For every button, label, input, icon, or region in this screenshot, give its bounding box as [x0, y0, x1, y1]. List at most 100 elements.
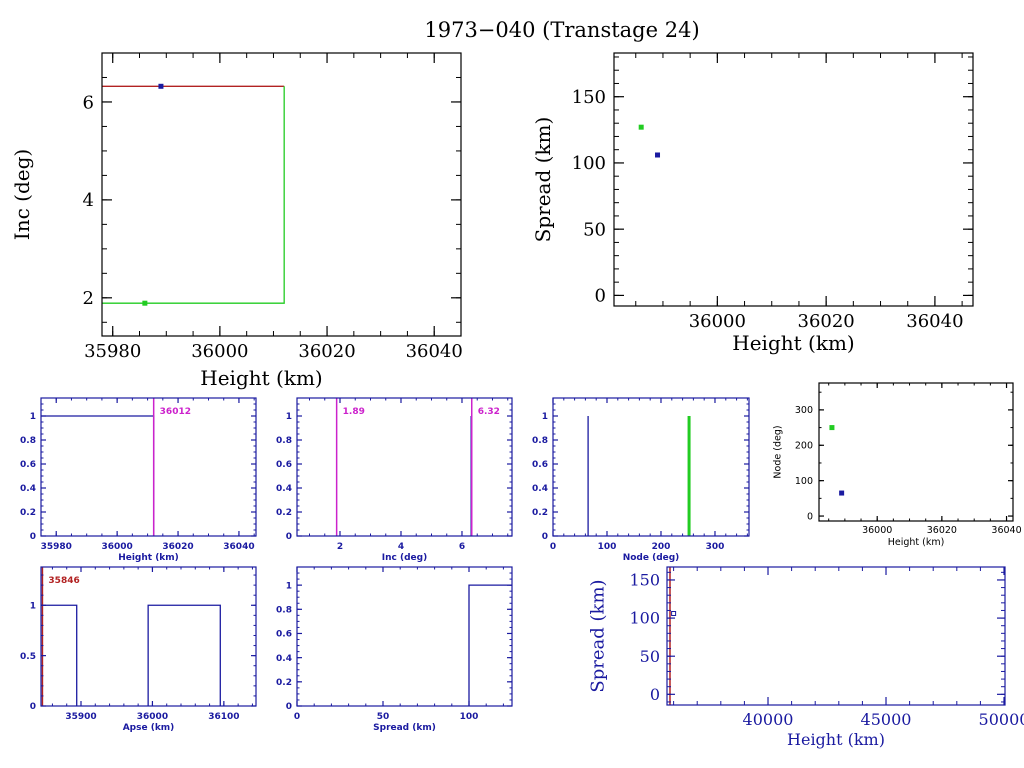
y-tick-label: 0 [807, 511, 813, 522]
y-tick-label: 200 [795, 441, 813, 452]
y-tick-label: 0.6 [20, 460, 36, 470]
x-tick-label: 36020 [298, 341, 355, 362]
y-tick-label: 0 [286, 702, 292, 712]
y-axis-label: Spread (km) [587, 579, 608, 692]
data-point [655, 152, 661, 158]
y-tick-label: 0.8 [276, 436, 292, 446]
x-tick-label: 0 [550, 542, 556, 552]
x-tick-label: 36000 [689, 311, 746, 332]
plot-frame [40, 397, 257, 537]
data-point [638, 124, 644, 130]
x-axis-label: Height (km) [787, 730, 885, 749]
marker-line-label: 35846 [48, 576, 79, 586]
x-tick-label: 36040 [223, 542, 254, 552]
y-tick-label: 0 [595, 286, 606, 307]
x-tick-label: 200 [652, 542, 671, 552]
y-tick-label: 0.8 [276, 605, 292, 615]
y-tick-label: 0 [286, 532, 292, 542]
figure-title: 1973−040 (Transtage 24) [424, 18, 699, 42]
y-tick-label: 100 [795, 476, 813, 487]
plot-7: 35846 35900 36000 36100 0 0.5 1 Apse (km) [20, 566, 257, 733]
x-axis-label: Height (km) [888, 537, 945, 548]
series-line [41, 415, 155, 536]
x-tick-label: 35980 [41, 542, 72, 552]
y-tick-label: 1 [30, 601, 36, 611]
data-point [142, 300, 148, 306]
data-point [671, 611, 677, 617]
y-tick-label: 150 [629, 571, 660, 590]
plot-4: 1.89 6.32 2 4 6 0 0.2 0.4 0.6 0.8 1 Inc (deg) [276, 397, 513, 563]
y-tick-label: 0.4 [276, 654, 292, 664]
plot-8: 0 50 100 0 0.2 0.4 0.6 0.8 1 Spread (km) [276, 566, 513, 733]
x-tick-label: 0 [294, 712, 300, 722]
y-tick-label: 50 [583, 219, 606, 240]
y-tick-label: 4 [83, 190, 94, 211]
x-axis-label: Height (km) [118, 553, 179, 563]
plot-frame [296, 566, 513, 707]
y-tick-label: 1 [542, 412, 548, 422]
y-tick-label: 6 [83, 92, 94, 113]
y-tick-label: 1 [286, 412, 292, 422]
marker-line-label: 36012 [160, 407, 191, 417]
data-point [158, 83, 164, 89]
x-tick-label: 36020 [927, 525, 957, 536]
y-tick-label: 0 [650, 685, 660, 704]
x-tick-label: 100 [598, 542, 617, 552]
x-tick-label: 35900 [65, 712, 96, 722]
x-tick-label: 45000 [861, 710, 912, 729]
x-tick-label: 300 [706, 542, 725, 552]
plot-3: 36012 35980 36000 36020 36040 0 0.2 0.4 0.6 0.8 1 H… [20, 397, 257, 563]
y-tick-label: 0.6 [276, 630, 292, 640]
y-tick-label: 0.6 [276, 460, 292, 470]
x-tick-label: 36040 [406, 341, 463, 362]
x-tick-label: 2 [337, 542, 343, 552]
y-tick-label: 150 [572, 87, 606, 108]
x-tick-label: 36040 [991, 525, 1021, 536]
y-tick-label: 100 [572, 153, 606, 174]
plot-5: 0 100 200 300 0 0.2 0.4 0.6 0.8 1 Node (deg) [532, 397, 750, 563]
data-point [829, 425, 835, 431]
x-tick-label: 40000 [743, 710, 794, 729]
series-line [468, 584, 512, 706]
x-tick-label: 100 [460, 712, 479, 722]
x-axis-label: Spread (km) [373, 723, 436, 733]
series-line [102, 86, 285, 304]
plot-2: 36000 36020 36040 0 50 100 150 Height (km) Sprea… [531, 52, 974, 355]
y-tick-label: 0 [30, 702, 36, 712]
plot-frame [818, 382, 1014, 522]
series-line [41, 604, 78, 706]
y-tick-label: 0.8 [20, 436, 36, 446]
x-tick-label: 36000 [191, 341, 248, 362]
plot-frame [552, 397, 750, 537]
marker-line-label: 1.89 [343, 407, 365, 417]
y-tick-label: 0.6 [532, 460, 548, 470]
y-tick-label: 0.2 [276, 508, 292, 518]
y-tick-label: 0.4 [20, 484, 36, 494]
y-tick-label: 1 [30, 412, 36, 422]
y-axis-label: Node (deg) [772, 425, 783, 478]
y-tick-label: 0.5 [20, 652, 36, 662]
x-tick-label: 35980 [84, 341, 141, 362]
y-axis-label: Spread (km) [531, 117, 555, 243]
plot-frame [666, 566, 1006, 706]
x-tick-label: 50 [377, 712, 390, 722]
y-tick-label: 0.2 [20, 508, 36, 518]
plot-frame [40, 566, 257, 707]
x-axis-label: Apse (km) [123, 723, 175, 733]
x-tick-label: 36020 [162, 542, 193, 552]
y-tick-label: 0.2 [276, 678, 292, 688]
y-tick-label: 2 [83, 288, 94, 309]
y-tick-label: 0 [542, 532, 548, 542]
plot-frame [613, 52, 974, 307]
y-tick-label: 0.4 [532, 484, 548, 494]
x-tick-label: 36000 [862, 525, 892, 536]
y-tick-label: 1 [286, 581, 292, 591]
x-axis-label: Height (km) [200, 366, 322, 390]
x-tick-label: 36020 [798, 311, 855, 332]
x-tick-label: 36000 [101, 542, 132, 552]
y-tick-label: 0.2 [532, 508, 548, 518]
x-tick-label: 6 [459, 542, 465, 552]
